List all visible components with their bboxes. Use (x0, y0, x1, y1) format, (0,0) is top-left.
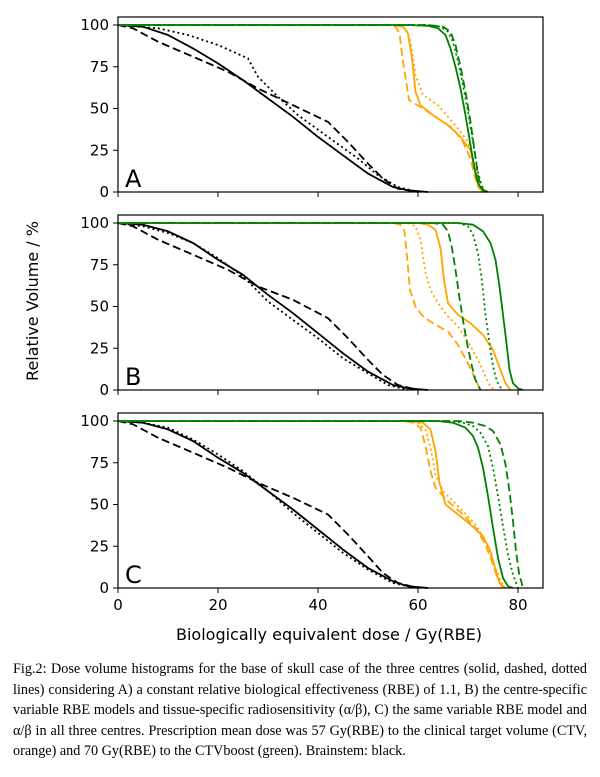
y-tick-label: 25 (90, 141, 109, 159)
dvh-line-ctv-dashed (118, 24, 484, 193)
dvh-line-ctv-dashed (118, 222, 482, 391)
panel-letter: B (125, 363, 141, 391)
panel-letter: C (125, 561, 142, 589)
dvh-line-ctvboost-dashed (118, 420, 524, 589)
dvh-line-ctv-dashed (118, 420, 504, 589)
panel-b: 0 25 50 75 100 B (80, 214, 544, 399)
plot-frame (117, 214, 544, 391)
dvh-line-brainstem-dotted (117, 24, 419, 193)
y-tick-label: 25 (90, 339, 109, 357)
y-tick-label: 75 (90, 454, 109, 472)
dvh-line-ctv-solid (118, 222, 512, 391)
y-tick-label: 75 (90, 58, 109, 76)
dvh-line-ctv-solid (118, 420, 507, 589)
x-axis-title: Biologically equivalent dose / Gy(RBE) (176, 625, 482, 644)
y-tick-label: 100 (80, 412, 109, 430)
y-tick-label: 100 (80, 214, 109, 232)
dvh-line-brainstem-solid (117, 24, 429, 193)
plot-frame (117, 16, 544, 193)
plot-frame (117, 412, 544, 589)
y-tick-label: 50 (90, 298, 109, 316)
x-tick-label: 80 (508, 596, 527, 614)
dvh-line-ctv-solid (118, 24, 486, 193)
dvh-line-ctv-dotted (118, 24, 489, 193)
x-tick-label: 0 (113, 596, 123, 614)
x-tick-label: 20 (208, 596, 227, 614)
y-tick-label: 50 (90, 496, 109, 514)
dvh-line-brainstem-dotted (117, 222, 409, 391)
y-tick-label: 0 (99, 381, 109, 399)
dvh-line-ctvboost-dashed (118, 222, 482, 391)
dvh-line-ctv-dotted (118, 222, 496, 391)
dvh-line-ctv-dotted (118, 420, 506, 589)
dvh-line-brainstem-dashed (117, 222, 419, 391)
dvh-line-ctvboost-dotted (118, 24, 487, 193)
dvh-line-ctvboost-solid (118, 222, 524, 391)
dvh-line-ctvboost-dashed (118, 24, 487, 193)
dvh-figure: Relative Volume / % Biologically equival… (23, 16, 544, 644)
panel-c: 0 25 50 75 100 0 20 40 60 80 C (80, 412, 544, 614)
dvh-line-brainstem-dashed (117, 24, 419, 193)
x-tick-label: 60 (408, 596, 427, 614)
y-tick-label: 100 (80, 16, 109, 34)
y-tick-label: 75 (90, 256, 109, 274)
x-tick-label: 40 (308, 596, 327, 614)
dvh-line-brainstem-dotted (117, 420, 429, 589)
y-tick-label: 50 (90, 100, 109, 118)
dvh-line-ctvboost-solid (118, 420, 514, 589)
panel-letter: A (125, 165, 142, 193)
y-axis-title: Relative Volume / % (23, 221, 42, 381)
dvh-line-brainstem-dashed (117, 420, 419, 589)
panel-a: 0 25 50 75 100 A (80, 16, 544, 201)
y-tick-label: 25 (90, 537, 109, 555)
figure-caption: Fig.2: Dose volume histograms for the ba… (13, 661, 587, 760)
dvh-line-ctvboost-solid (118, 24, 489, 193)
y-tick-label: 0 (99, 579, 109, 597)
dvh-line-brainstem-solid (117, 420, 429, 589)
y-tick-label: 0 (99, 183, 109, 201)
dvh-line-brainstem-solid (117, 222, 429, 391)
